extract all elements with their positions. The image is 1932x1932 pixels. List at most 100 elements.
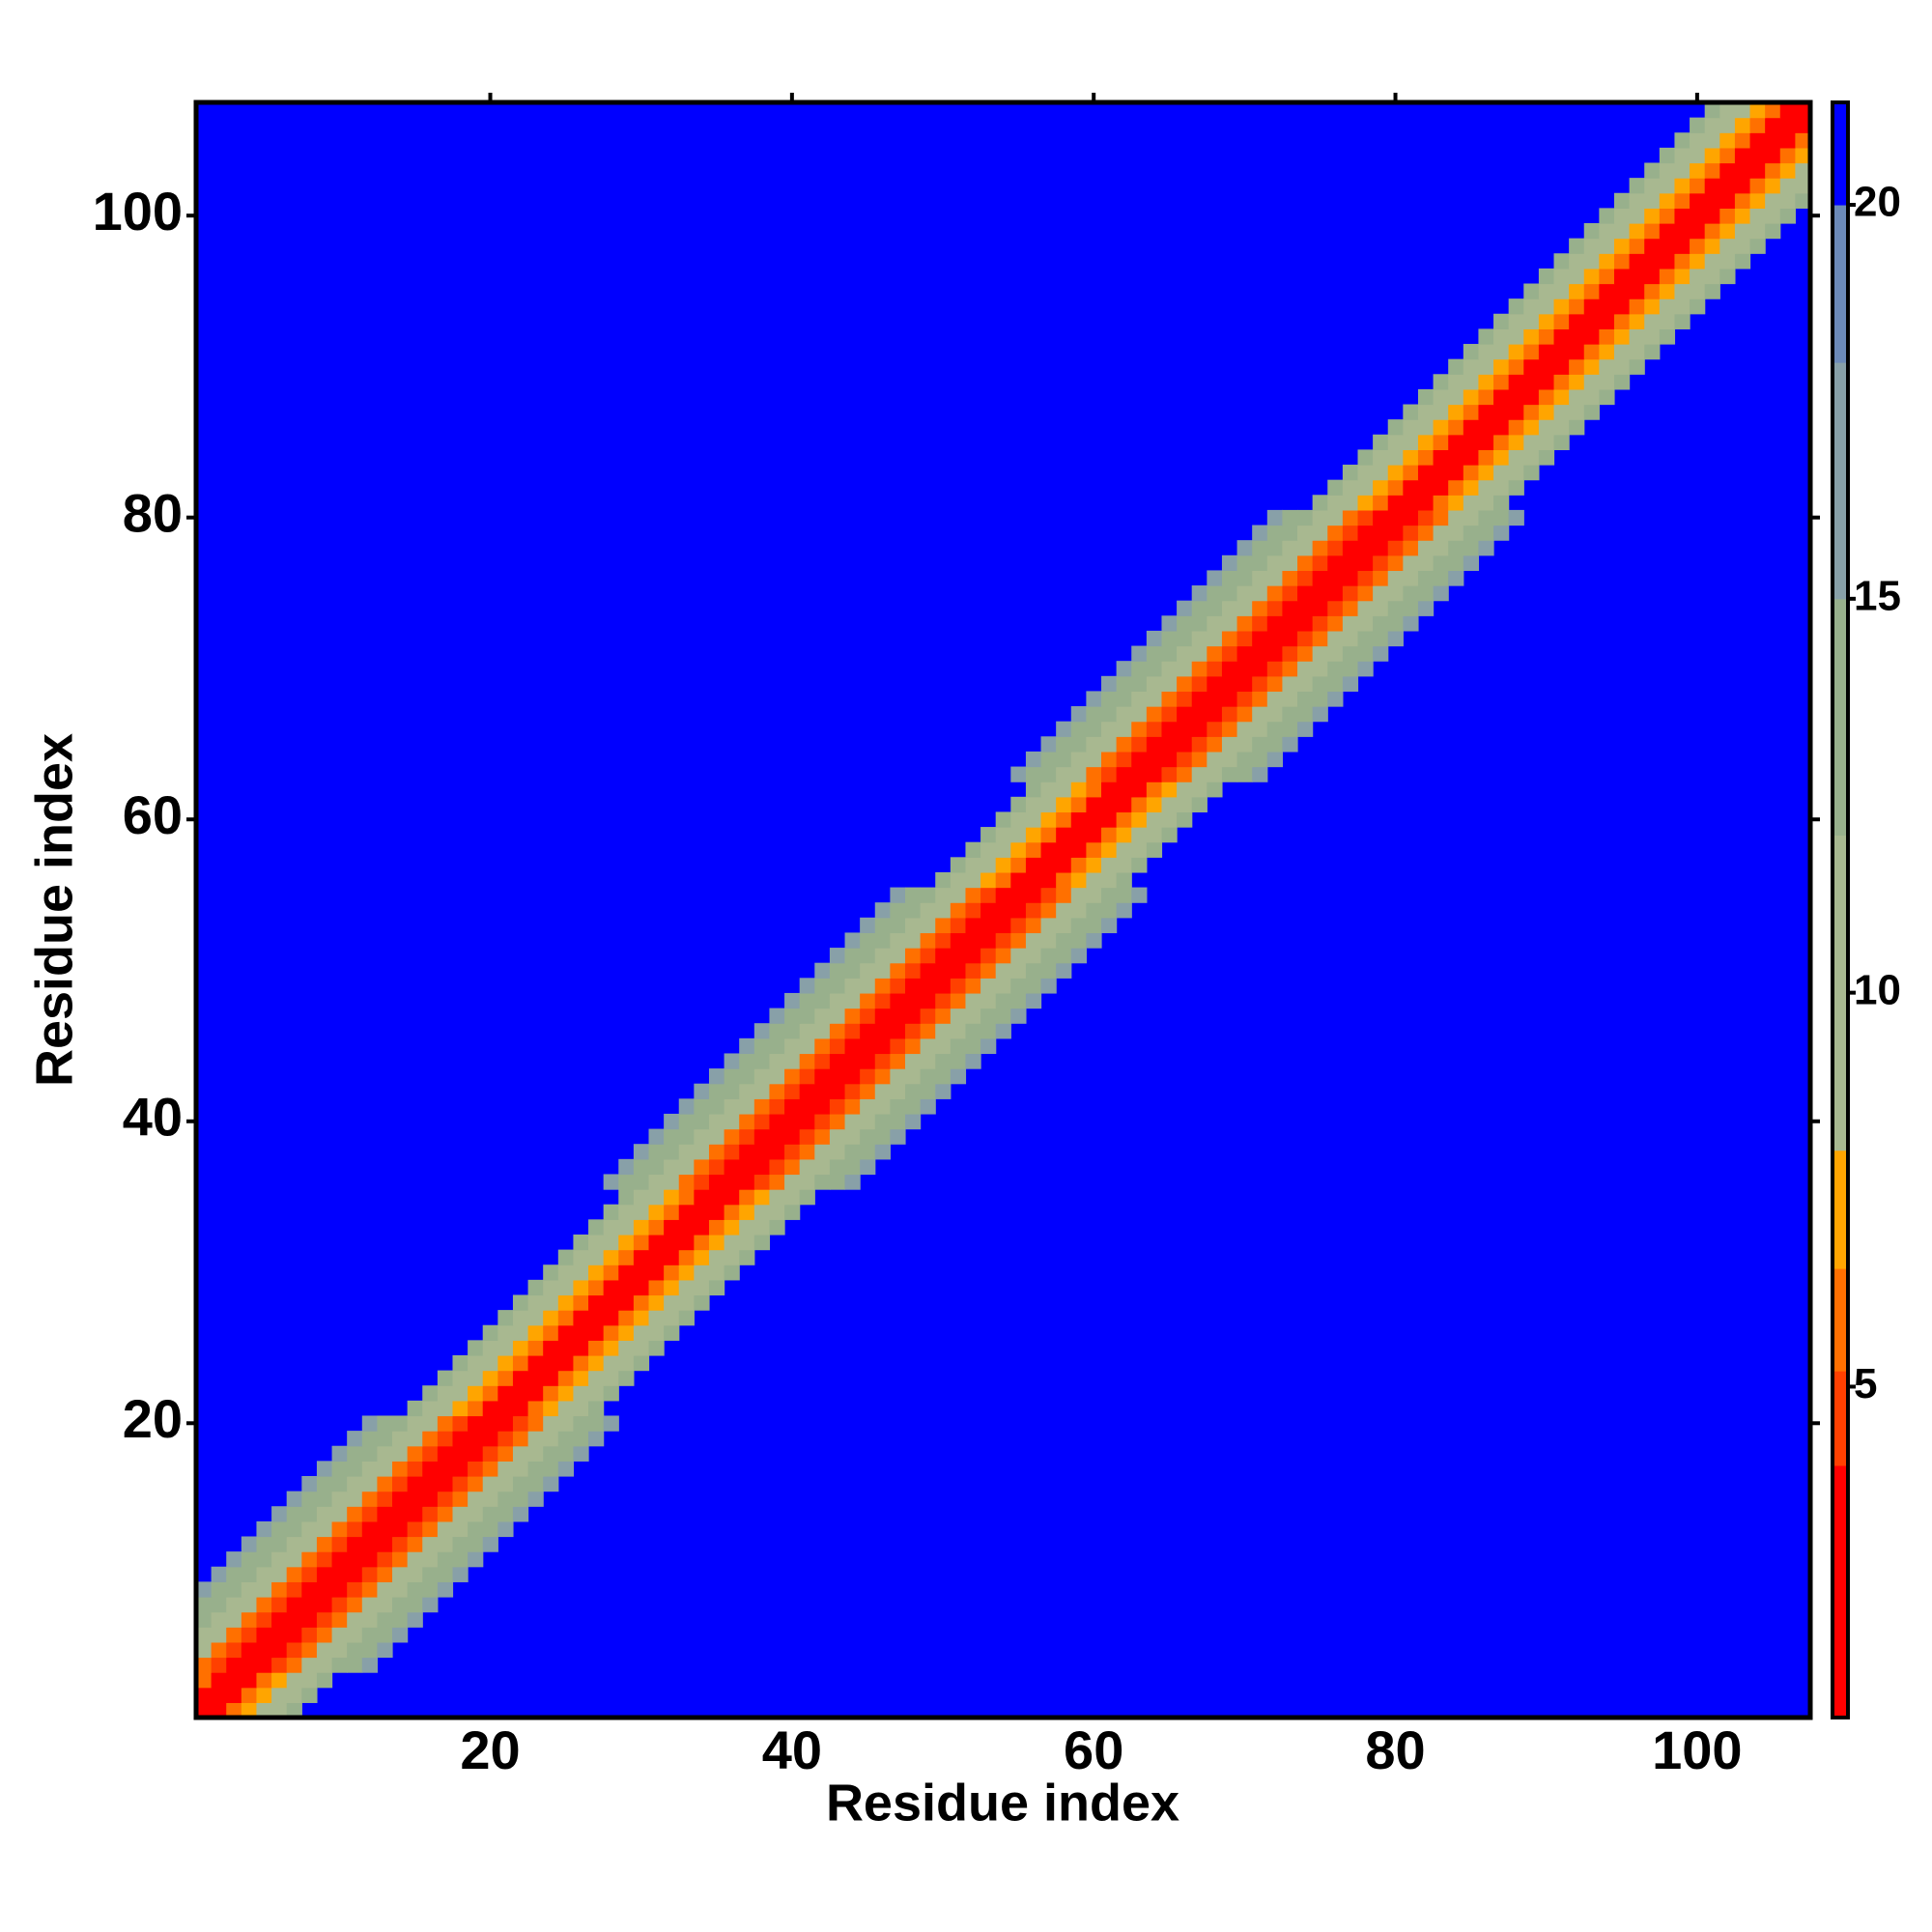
heatmap-cell [1056, 721, 1072, 737]
heatmap-cell [950, 1068, 967, 1085]
heatmap-cell [1236, 600, 1253, 616]
heatmap-cell [407, 1461, 423, 1477]
heatmap-cell [980, 962, 997, 979]
heatmap-cell [1538, 419, 1555, 436]
heatmap-cell [633, 1219, 650, 1236]
heatmap-cell [769, 1144, 785, 1160]
heatmap-cell [1116, 751, 1132, 768]
heatmap-cell [1327, 525, 1344, 541]
heatmap-cell [1448, 388, 1464, 406]
heatmap-cell [301, 1627, 318, 1643]
heatmap-cell [769, 1113, 785, 1130]
heatmap-cell [482, 1536, 498, 1552]
heatmap-cell [497, 1431, 514, 1447]
heatmap-cell [904, 932, 922, 949]
heatmap-cell [1312, 525, 1328, 541]
heatmap-cell [1373, 465, 1389, 481]
heatmap-cell [1221, 736, 1238, 753]
heatmap-cell [347, 1461, 363, 1477]
heatmap-cell [1312, 661, 1328, 677]
heatmap-cell [860, 1144, 876, 1160]
heatmap-cell [1101, 675, 1118, 693]
y-tick-label: 20 [123, 1388, 183, 1449]
heatmap-cell [633, 1189, 650, 1206]
heatmap-cell [1569, 268, 1585, 285]
heatmap-cell [1508, 434, 1524, 451]
heatmap-cell [392, 1461, 409, 1477]
heatmap-cell [1327, 675, 1344, 693]
heatmap-cell [1297, 570, 1314, 586]
heatmap-cell [1613, 328, 1631, 345]
heatmap-cell [543, 1445, 559, 1462]
heatmap-cell [1493, 313, 1510, 329]
heatmap-cell [648, 1189, 665, 1206]
heatmap-cell [1463, 554, 1480, 572]
heatmap-cell [1629, 268, 1645, 285]
heatmap-cell [950, 1008, 967, 1024]
heatmap-cell [1659, 328, 1676, 345]
heatmap-cell [1373, 540, 1389, 556]
heatmap-cell [196, 1627, 213, 1643]
heatmap-cell [271, 1657, 288, 1673]
heatmap-cell [512, 1324, 529, 1341]
heatmap-cell [316, 1627, 333, 1643]
heatmap-cell [1101, 766, 1118, 782]
heatmap-cell [377, 1641, 393, 1659]
heatmap-cell [904, 1083, 922, 1099]
heatmap-cell [844, 1158, 861, 1176]
heatmap-cell [347, 1657, 363, 1673]
heatmap-cell [1583, 344, 1600, 360]
heatmap-cell [664, 1144, 680, 1160]
heatmap-cell [950, 857, 967, 873]
heatmap-cell [1177, 751, 1193, 768]
heatmap-cell [678, 1279, 695, 1296]
heatmap-cell [1553, 388, 1570, 406]
heatmap-cell [1704, 283, 1720, 299]
heatmap-cell [1177, 796, 1193, 813]
heatmap-cell [347, 1611, 363, 1628]
heatmap-cell [1131, 661, 1148, 677]
heatmap-cell [286, 1611, 302, 1628]
heatmap-cell [452, 1385, 469, 1402]
heatmap-cell [1025, 796, 1042, 813]
heatmap-cell [1690, 253, 1706, 270]
heatmap-cell [799, 1098, 815, 1115]
heatmap-cell [874, 1098, 891, 1115]
heatmap-cell [482, 1385, 498, 1402]
heatmap-cell [1327, 691, 1344, 707]
heatmap-cell [543, 1370, 559, 1386]
heatmap-cell [1327, 600, 1344, 616]
heatmap-cell [603, 1279, 619, 1296]
heatmap-cell [980, 902, 997, 919]
heatmap-cell [1070, 827, 1087, 843]
heatmap-cell [1116, 766, 1132, 782]
heatmap-cell [316, 1491, 333, 1507]
heatmap-cell [1583, 374, 1600, 390]
heatmap-cell [1131, 766, 1148, 782]
heatmap-cell [965, 871, 981, 889]
heatmap-cell [1704, 117, 1720, 133]
heatmap-cell [271, 1641, 288, 1659]
heatmap-cell [543, 1294, 559, 1311]
heatmap-cell [557, 1354, 575, 1372]
heatmap-cell [1704, 192, 1720, 209]
heatmap-cell [844, 1098, 861, 1115]
heatmap-cell [1493, 525, 1510, 541]
heatmap-cell [860, 1023, 876, 1039]
heatmap-cell [1161, 796, 1178, 813]
heatmap-cell [1704, 238, 1720, 254]
heatmap-cell [648, 1234, 665, 1251]
heatmap-cell [361, 1566, 379, 1582]
heatmap-cell [422, 1581, 439, 1598]
heatmap-cell [1146, 661, 1163, 677]
heatmap-cell [1599, 283, 1615, 299]
heatmap-cell [1719, 147, 1736, 164]
heatmap-cell [1417, 388, 1435, 406]
heatmap-cell [1538, 298, 1555, 315]
heatmap-cell [1779, 192, 1796, 209]
heatmap-cell [1659, 238, 1676, 254]
heatmap-cell [980, 917, 997, 934]
heatmap-cell [1493, 328, 1510, 345]
heatmap-cell [1282, 630, 1298, 647]
heatmap-cell [1070, 841, 1087, 858]
